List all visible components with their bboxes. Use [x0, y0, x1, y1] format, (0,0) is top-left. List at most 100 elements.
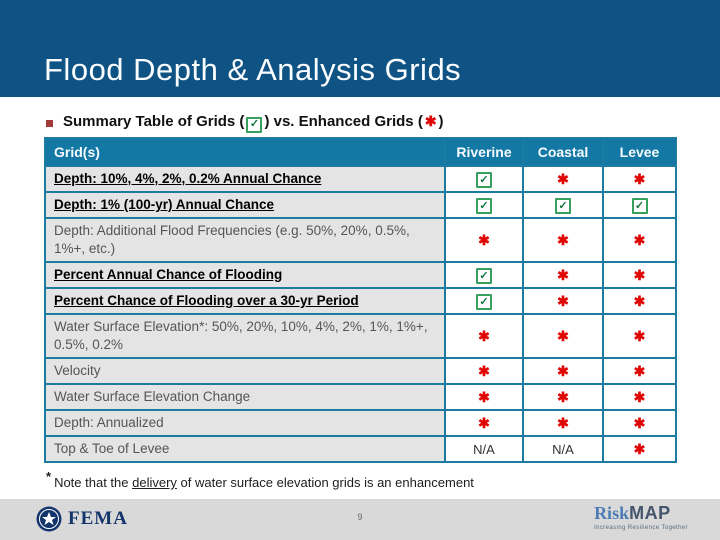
- table-row: Velocity ✱ ✱ ✱: [44, 357, 677, 385]
- table-row: Percent Annual Chance of Flooding ✓ ✱ ✱: [44, 261, 677, 289]
- riskmap-risk-text: Risk: [594, 503, 630, 523]
- grid-label-cell: Depth: 10%, 4%, 2%, 0.2% Annual Chance: [44, 165, 446, 193]
- riverine-cell: ✱: [444, 217, 524, 263]
- footer-band: FEMA 9 RiskMAP Increasing Resilience Tog…: [0, 499, 720, 540]
- table-row: Water Surface Elevation*: 50%, 20%, 10%,…: [44, 313, 677, 359]
- header-grids: Grid(s): [44, 137, 446, 167]
- table-row: Water Surface Elevation Change ✱ ✱ ✱: [44, 383, 677, 411]
- coastal-cell: ✱: [522, 217, 604, 263]
- riskmap-logo: RiskMAP Increasing Resilience Together: [594, 504, 688, 532]
- enhanced-asterisk-icon: ✱: [557, 414, 569, 431]
- riverine-cell: ✓: [444, 261, 524, 289]
- page-title: Flood Depth & Analysis Grids: [44, 52, 462, 87]
- grid-label-cell: Percent Annual Chance of Flooding: [44, 261, 446, 289]
- enhanced-asterisk-icon: ✱: [633, 362, 646, 379]
- footnote-text-after: of water surface elevation grids is an e…: [176, 475, 474, 490]
- footnote-underlined-word: delivery: [132, 475, 177, 490]
- table-row: Depth: 10%, 4%, 2%, 0.2% Annual Chance ✓ ✱…: [44, 165, 677, 193]
- footnote-asterisk: *: [46, 469, 52, 484]
- levee-cell: ✱: [602, 287, 677, 315]
- header-coastal: Coastal: [522, 137, 604, 167]
- grid-label-cell: Percent Chance of Flooding over a 30-yr …: [44, 287, 446, 315]
- enhanced-asterisk-icon: ✱: [557, 388, 569, 405]
- fema-seal-icon: [36, 506, 62, 532]
- table-row: Depth: Annualized ✱ ✱ ✱: [44, 409, 677, 437]
- checkbox-checked-icon: ✓: [476, 294, 492, 311]
- levee-cell: ✱: [602, 409, 677, 437]
- checkbox-checked-icon: ✓: [631, 198, 648, 215]
- riverine-cell: ✱: [444, 313, 524, 359]
- checkbox-checked-icon: ✓: [476, 198, 492, 215]
- riverine-cell: ✓: [444, 287, 524, 315]
- enhanced-asterisk-icon: ✱: [478, 362, 490, 379]
- enhanced-asterisk-icon: ✱: [557, 292, 569, 309]
- coastal-cell: ✱: [522, 313, 604, 359]
- coastal-cell: ✱: [522, 409, 604, 437]
- coastal-cell: ✱: [522, 383, 604, 411]
- enhanced-asterisk-icon: ✱: [478, 231, 490, 248]
- enhanced-asterisk-icon: ✱: [557, 231, 569, 248]
- header-riverine: Riverine: [444, 137, 524, 167]
- table-row: Percent Chance of Flooding over a 30-yr …: [44, 287, 677, 315]
- grid-table-body: Depth: 10%, 4%, 2%, 0.2% Annual Chance ✓ ✱…: [44, 165, 677, 463]
- footnote-text-before: Note that the: [54, 475, 133, 490]
- bullet-text-between: ) vs. Enhanced Grids (: [264, 113, 423, 130]
- riverine-cell: N/A: [444, 435, 524, 463]
- grid-label-cell: Velocity: [44, 357, 446, 385]
- footnote: * Note that the delivery of water surface…: [46, 469, 646, 490]
- checkbox-checked-icon: ✓: [555, 198, 571, 215]
- header-levee: Levee: [602, 137, 677, 167]
- page-number: 9: [357, 512, 363, 522]
- grid-label-cell: Depth: 1% (100-yr) Annual Chance: [44, 191, 446, 219]
- enhanced-asterisk-icon: ✱: [633, 327, 646, 344]
- grids-summary-table: Grid(s) Riverine Coastal Levee Depth: 10…: [44, 137, 677, 463]
- grid-label-cell: Water Surface Elevation*: 50%, 20%, 10%,…: [44, 313, 446, 359]
- levee-cell: ✱: [602, 357, 677, 385]
- enhanced-asterisk-icon: ✱: [557, 170, 569, 187]
- levee-cell: ✱: [602, 435, 677, 463]
- levee-cell: ✱: [602, 217, 677, 263]
- bullet-text-before: Summary Table of Grids (: [63, 113, 245, 130]
- grid-label-cell: Water Surface Elevation Change: [44, 383, 446, 411]
- bullet-text: Summary Table of Grids (✓) vs. Enhanced …: [63, 113, 444, 133]
- riverine-cell: ✓: [444, 165, 524, 193]
- bullet-square-icon: [46, 119, 53, 127]
- enhanced-asterisk-icon: ✱: [633, 292, 646, 309]
- levee-cell: ✱: [602, 313, 677, 359]
- levee-cell: ✱: [602, 383, 677, 411]
- grid-label-cell: Depth: Additional Flood Frequencies (e.g…: [44, 217, 446, 263]
- riskmap-wordmark: RiskMAP: [594, 504, 688, 524]
- table-header-row: Grid(s) Riverine Coastal Levee: [44, 137, 677, 167]
- enhanced-asterisk-icon: ✱: [478, 388, 490, 405]
- riverine-cell: ✱: [444, 383, 524, 411]
- checkbox-checked-icon: ✓: [476, 268, 492, 285]
- enhanced-asterisk-icon: ✱: [478, 414, 490, 431]
- enhanced-asterisk-icon: ✱: [633, 170, 646, 187]
- coastal-cell: N/A: [522, 435, 604, 463]
- enhanced-asterisk-icon: ✱: [633, 266, 646, 283]
- bullet-line: Summary Table of Grids (✓) vs. Enhanced …: [44, 113, 684, 133]
- riverine-cell: ✱: [444, 409, 524, 437]
- enhanced-asterisk-icon: ✱: [557, 266, 569, 283]
- coastal-cell: ✱: [522, 165, 604, 193]
- levee-cell: ✓: [602, 191, 677, 219]
- enhanced-asterisk-icon: ✱: [633, 414, 646, 431]
- enhanced-asterisk-icon: ✱: [633, 440, 646, 457]
- enhanced-asterisk-icon: ✱: [633, 231, 646, 248]
- table-row: Depth: Additional Flood Frequencies (e.g…: [44, 217, 677, 263]
- enhanced-asterisk-icon: ✱: [557, 327, 569, 344]
- riverine-cell: ✱: [444, 357, 524, 385]
- coastal-cell: ✓: [522, 191, 604, 219]
- riskmap-map-text: MAP: [629, 503, 671, 523]
- riverine-cell: ✓: [444, 191, 524, 219]
- title-band: Flood Depth & Analysis Grids: [0, 0, 720, 97]
- levee-cell: ✱: [602, 165, 677, 193]
- enhanced-asterisk-icon: ✱: [478, 327, 490, 344]
- levee-cell: ✱: [602, 261, 677, 289]
- grid-label-cell: Top & Toe of Levee: [44, 435, 446, 463]
- fema-wordmark: FEMA: [68, 508, 128, 529]
- fema-logo: FEMA: [36, 506, 128, 532]
- coastal-cell: ✱: [522, 287, 604, 315]
- checkbox-checked-icon: ✓: [476, 172, 492, 189]
